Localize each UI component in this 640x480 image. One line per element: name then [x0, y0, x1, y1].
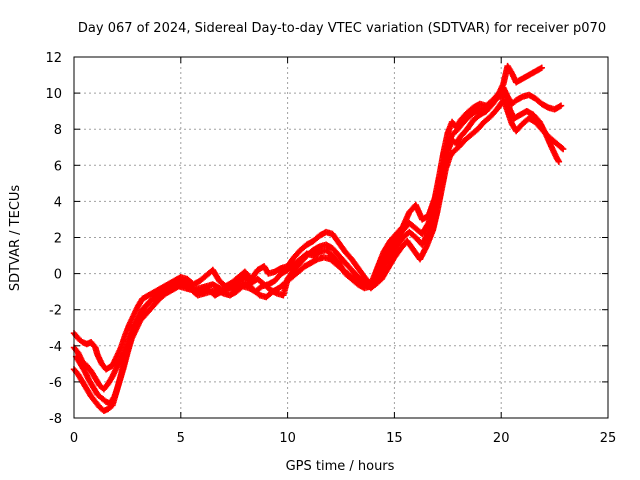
x-tick-label: 15 — [386, 431, 403, 446]
x-tick-label: 5 — [177, 431, 185, 446]
x-tick-label: 20 — [493, 431, 510, 446]
data-point — [559, 145, 567, 153]
series-4 — [72, 91, 563, 407]
y-tick-label: 6 — [54, 159, 62, 174]
y-tick-label: -4 — [49, 340, 62, 355]
x-axis-label: GPS time / hours — [286, 459, 395, 474]
y-axis-label: SDTVAR / TECUs — [8, 185, 23, 292]
data-point — [538, 64, 545, 72]
y-tick-label: 0 — [54, 268, 62, 283]
axis-ticks — [73, 56, 609, 419]
grid-lines — [74, 57, 608, 418]
y-tick-label: 12 — [45, 51, 62, 66]
data-point — [555, 158, 563, 165]
data-point — [557, 102, 565, 109]
y-tick-label: 2 — [54, 232, 62, 247]
x-tick-label: 0 — [70, 431, 78, 446]
y-tick-label: -8 — [49, 412, 62, 427]
tick-labels: 0 5 10 15 20 25 -8 -6 -4 -2 0 2 4 6 8 10 12 — [45, 51, 616, 446]
y-tick-label: -6 — [49, 376, 62, 391]
y-tick-label: 10 — [45, 87, 62, 102]
y-tick-label: 8 — [54, 123, 62, 138]
y-tick-label: 4 — [54, 195, 62, 210]
x-tick-label: 10 — [279, 431, 296, 446]
chart-title: Day 067 of 2024, Sidereal Day-to-day VTE… — [78, 21, 606, 36]
data-points — [70, 62, 567, 414]
data-point — [558, 144, 566, 152]
y-tick-label: -2 — [49, 304, 62, 319]
x-tick-label: 25 — [600, 431, 617, 446]
